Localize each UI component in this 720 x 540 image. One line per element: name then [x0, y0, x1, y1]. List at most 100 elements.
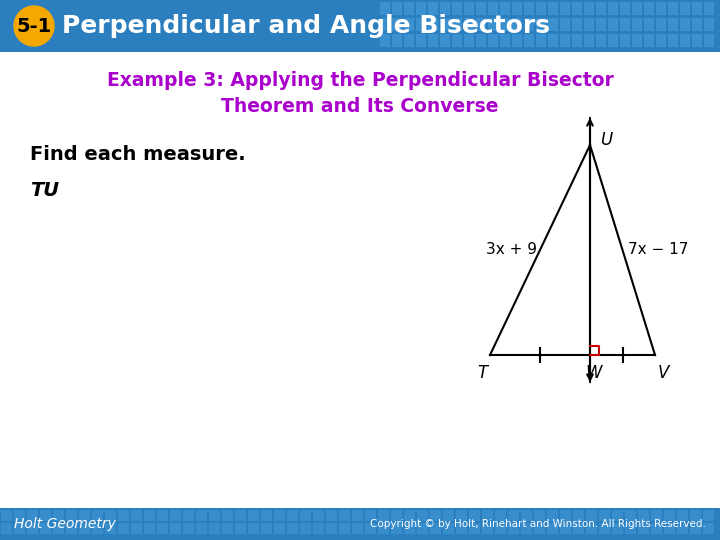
- FancyBboxPatch shape: [464, 34, 474, 47]
- FancyBboxPatch shape: [608, 18, 618, 31]
- FancyBboxPatch shape: [404, 34, 414, 47]
- FancyBboxPatch shape: [584, 18, 594, 31]
- FancyBboxPatch shape: [235, 510, 246, 521]
- FancyBboxPatch shape: [584, 2, 594, 15]
- FancyBboxPatch shape: [196, 523, 207, 534]
- FancyBboxPatch shape: [677, 510, 688, 521]
- FancyBboxPatch shape: [644, 34, 654, 47]
- FancyBboxPatch shape: [534, 523, 545, 534]
- FancyBboxPatch shape: [144, 510, 155, 521]
- FancyBboxPatch shape: [488, 2, 498, 15]
- FancyBboxPatch shape: [620, 2, 630, 15]
- FancyBboxPatch shape: [668, 18, 678, 31]
- FancyBboxPatch shape: [572, 34, 582, 47]
- Text: Find each measure.: Find each measure.: [30, 145, 246, 165]
- FancyBboxPatch shape: [572, 18, 582, 31]
- Text: Copyright © by Holt, Rinehart and Winston. All Rights Reserved.: Copyright © by Holt, Rinehart and Winsto…: [370, 519, 706, 529]
- FancyBboxPatch shape: [440, 18, 450, 31]
- FancyBboxPatch shape: [536, 18, 546, 31]
- FancyBboxPatch shape: [131, 523, 142, 534]
- FancyBboxPatch shape: [521, 523, 532, 534]
- FancyBboxPatch shape: [53, 523, 64, 534]
- FancyBboxPatch shape: [428, 18, 438, 31]
- FancyBboxPatch shape: [183, 523, 194, 534]
- FancyBboxPatch shape: [339, 523, 350, 534]
- FancyBboxPatch shape: [476, 18, 486, 31]
- FancyBboxPatch shape: [464, 18, 474, 31]
- FancyBboxPatch shape: [586, 510, 597, 521]
- FancyBboxPatch shape: [656, 2, 666, 15]
- FancyBboxPatch shape: [391, 510, 402, 521]
- FancyBboxPatch shape: [632, 18, 642, 31]
- FancyBboxPatch shape: [536, 2, 546, 15]
- FancyBboxPatch shape: [53, 510, 64, 521]
- FancyBboxPatch shape: [596, 2, 606, 15]
- FancyBboxPatch shape: [365, 510, 376, 521]
- FancyBboxPatch shape: [500, 18, 510, 31]
- FancyBboxPatch shape: [644, 18, 654, 31]
- FancyBboxPatch shape: [548, 18, 558, 31]
- FancyBboxPatch shape: [235, 523, 246, 534]
- FancyBboxPatch shape: [547, 510, 558, 521]
- FancyBboxPatch shape: [417, 523, 428, 534]
- FancyBboxPatch shape: [27, 510, 38, 521]
- FancyBboxPatch shape: [92, 510, 103, 521]
- FancyBboxPatch shape: [144, 523, 155, 534]
- FancyBboxPatch shape: [452, 34, 462, 47]
- Text: Example 3: Applying the Perpendicular Bisector: Example 3: Applying the Perpendicular Bi…: [107, 71, 613, 90]
- FancyBboxPatch shape: [512, 34, 522, 47]
- FancyBboxPatch shape: [500, 34, 510, 47]
- FancyBboxPatch shape: [209, 510, 220, 521]
- FancyBboxPatch shape: [612, 523, 623, 534]
- FancyBboxPatch shape: [404, 18, 414, 31]
- FancyBboxPatch shape: [584, 34, 594, 47]
- FancyBboxPatch shape: [651, 510, 662, 521]
- FancyBboxPatch shape: [274, 510, 285, 521]
- FancyBboxPatch shape: [638, 510, 649, 521]
- FancyBboxPatch shape: [596, 34, 606, 47]
- FancyBboxPatch shape: [572, 2, 582, 15]
- FancyBboxPatch shape: [404, 510, 415, 521]
- FancyBboxPatch shape: [392, 2, 402, 15]
- FancyBboxPatch shape: [638, 523, 649, 534]
- FancyBboxPatch shape: [105, 510, 116, 521]
- FancyBboxPatch shape: [440, 2, 450, 15]
- FancyBboxPatch shape: [157, 523, 168, 534]
- FancyBboxPatch shape: [118, 510, 129, 521]
- FancyBboxPatch shape: [404, 523, 415, 534]
- FancyBboxPatch shape: [0, 508, 720, 540]
- Circle shape: [14, 6, 54, 46]
- FancyBboxPatch shape: [27, 523, 38, 534]
- FancyBboxPatch shape: [443, 523, 454, 534]
- FancyBboxPatch shape: [300, 523, 311, 534]
- FancyBboxPatch shape: [703, 523, 714, 534]
- FancyBboxPatch shape: [495, 523, 506, 534]
- FancyBboxPatch shape: [548, 2, 558, 15]
- FancyBboxPatch shape: [690, 510, 701, 521]
- FancyBboxPatch shape: [131, 510, 142, 521]
- FancyBboxPatch shape: [287, 523, 298, 534]
- FancyBboxPatch shape: [524, 18, 534, 31]
- FancyBboxPatch shape: [704, 2, 714, 15]
- FancyBboxPatch shape: [92, 523, 103, 534]
- FancyBboxPatch shape: [608, 2, 618, 15]
- FancyBboxPatch shape: [222, 523, 233, 534]
- FancyBboxPatch shape: [524, 2, 534, 15]
- FancyBboxPatch shape: [392, 34, 402, 47]
- FancyBboxPatch shape: [378, 510, 389, 521]
- FancyBboxPatch shape: [352, 510, 363, 521]
- FancyBboxPatch shape: [380, 18, 390, 31]
- FancyBboxPatch shape: [274, 523, 285, 534]
- Text: Perpendicular and Angle Bisectors: Perpendicular and Angle Bisectors: [62, 14, 550, 38]
- FancyBboxPatch shape: [680, 18, 690, 31]
- FancyBboxPatch shape: [608, 34, 618, 47]
- FancyBboxPatch shape: [430, 510, 441, 521]
- FancyBboxPatch shape: [222, 510, 233, 521]
- FancyBboxPatch shape: [118, 523, 129, 534]
- FancyBboxPatch shape: [66, 523, 77, 534]
- FancyBboxPatch shape: [452, 18, 462, 31]
- FancyBboxPatch shape: [452, 2, 462, 15]
- FancyBboxPatch shape: [512, 18, 522, 31]
- FancyBboxPatch shape: [586, 523, 597, 534]
- FancyBboxPatch shape: [560, 34, 570, 47]
